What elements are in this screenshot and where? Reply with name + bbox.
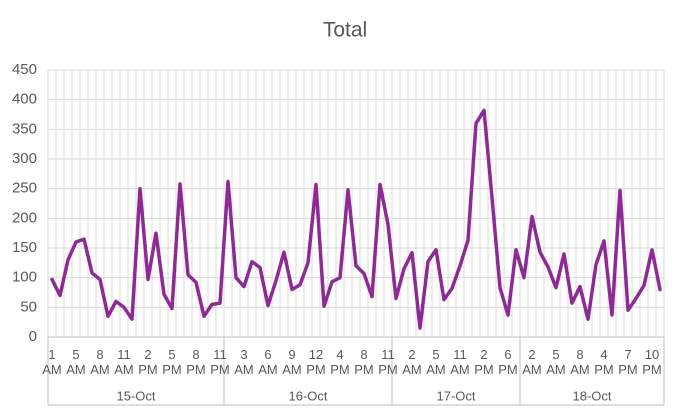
x-tick-label: 11 PM — [378, 347, 398, 377]
y-tick-label: 100 — [12, 269, 37, 286]
x-tick-label: 5 PM — [162, 347, 182, 377]
y-tick-label: 150 — [12, 239, 37, 256]
x-tick-label: 5 AM — [546, 347, 566, 377]
group-label: 16-Oct — [288, 388, 327, 403]
x-tick-label: 8 AM — [90, 347, 110, 377]
x-tick-label: 4 PM — [330, 347, 350, 377]
y-tick-label: 450 — [12, 61, 37, 78]
x-tick-label: 1 AM — [42, 347, 62, 377]
chart-title: Total — [323, 19, 367, 42]
x-tick-label: 5 AM — [426, 347, 446, 377]
x-tick-label: 12 PM — [306, 347, 326, 377]
x-tick-label: 2 AM — [522, 347, 542, 377]
y-tick-label: 350 — [12, 120, 37, 137]
data-line — [50, 108, 662, 330]
x-tick-label: 4 PM — [594, 347, 614, 377]
group-label: 17-Oct — [436, 388, 475, 403]
x-tick-label: 5 AM — [66, 347, 86, 377]
y-tick-label: 400 — [12, 91, 37, 108]
y-tick-label: 0 — [29, 328, 37, 345]
x-tick-label: 6 AM — [258, 347, 278, 377]
x-tick-label: 9 AM — [282, 347, 302, 377]
x-tick-label: 11 AM — [114, 347, 134, 377]
x-tick-label: 3 AM — [234, 347, 254, 377]
x-tick-label: 8 PM — [186, 347, 206, 377]
x-tick-label: 8 AM — [570, 347, 590, 377]
x-tick-label: 7 PM — [618, 347, 638, 377]
x-tick-label: 2 AM — [402, 347, 422, 377]
group-label: 18-Oct — [572, 388, 611, 403]
y-tick-label: 250 — [12, 180, 37, 197]
x-tick-label: 2 PM — [138, 347, 158, 377]
x-tick-label: 6 PM — [498, 347, 518, 377]
y-tick-label: 300 — [12, 150, 37, 167]
x-tick-label: 11 PM — [210, 347, 230, 377]
y-tick-label: 200 — [12, 209, 37, 226]
x-tick-label: 8 PM — [354, 347, 374, 377]
y-tick-label: 50 — [20, 298, 37, 315]
x-tick-label: 11 AM — [450, 347, 470, 377]
x-tick-label: 10 PM — [642, 347, 662, 377]
group-label: 15-Oct — [116, 388, 155, 403]
x-tick-label: 2 PM — [474, 347, 494, 377]
